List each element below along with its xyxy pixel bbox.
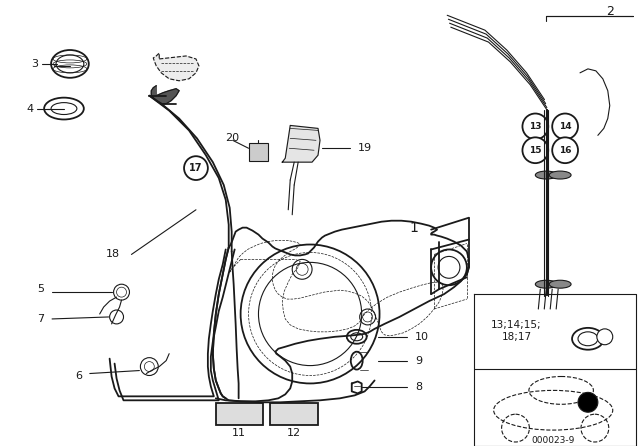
Polygon shape [154,53,199,81]
Ellipse shape [535,280,557,288]
Circle shape [522,138,548,163]
Circle shape [552,113,578,139]
Circle shape [578,392,598,412]
Polygon shape [282,125,320,162]
FancyBboxPatch shape [248,143,268,161]
Text: 20: 20 [226,134,240,143]
Text: 19: 19 [358,143,372,153]
Text: 7: 7 [37,314,44,324]
Text: 000023-9: 000023-9 [531,436,575,445]
Ellipse shape [549,171,571,179]
Text: 6: 6 [75,371,82,382]
Ellipse shape [549,280,571,288]
Text: 4: 4 [27,103,34,113]
Text: 18: 18 [106,250,120,259]
Text: 13: 13 [529,122,541,131]
Polygon shape [151,86,179,103]
Circle shape [597,329,612,345]
Text: 10: 10 [415,332,429,342]
Ellipse shape [535,171,557,179]
Text: 17: 17 [189,163,203,173]
Circle shape [522,113,548,139]
Text: 11: 11 [232,428,246,438]
Text: 1: 1 [410,221,419,235]
Text: 2: 2 [606,5,614,18]
Text: 15: 15 [529,146,541,155]
Text: 5: 5 [37,284,44,294]
Text: 14: 14 [559,122,572,131]
Text: 13;14;15;
18;17: 13;14;15; 18;17 [491,320,542,342]
Text: 9: 9 [415,356,422,366]
Circle shape [552,138,578,163]
Text: 12: 12 [287,428,301,438]
Text: 3: 3 [31,59,38,69]
Text: 8: 8 [415,383,422,392]
FancyBboxPatch shape [270,403,318,425]
Circle shape [184,156,208,180]
Text: 16: 16 [559,146,572,155]
FancyBboxPatch shape [216,403,264,425]
